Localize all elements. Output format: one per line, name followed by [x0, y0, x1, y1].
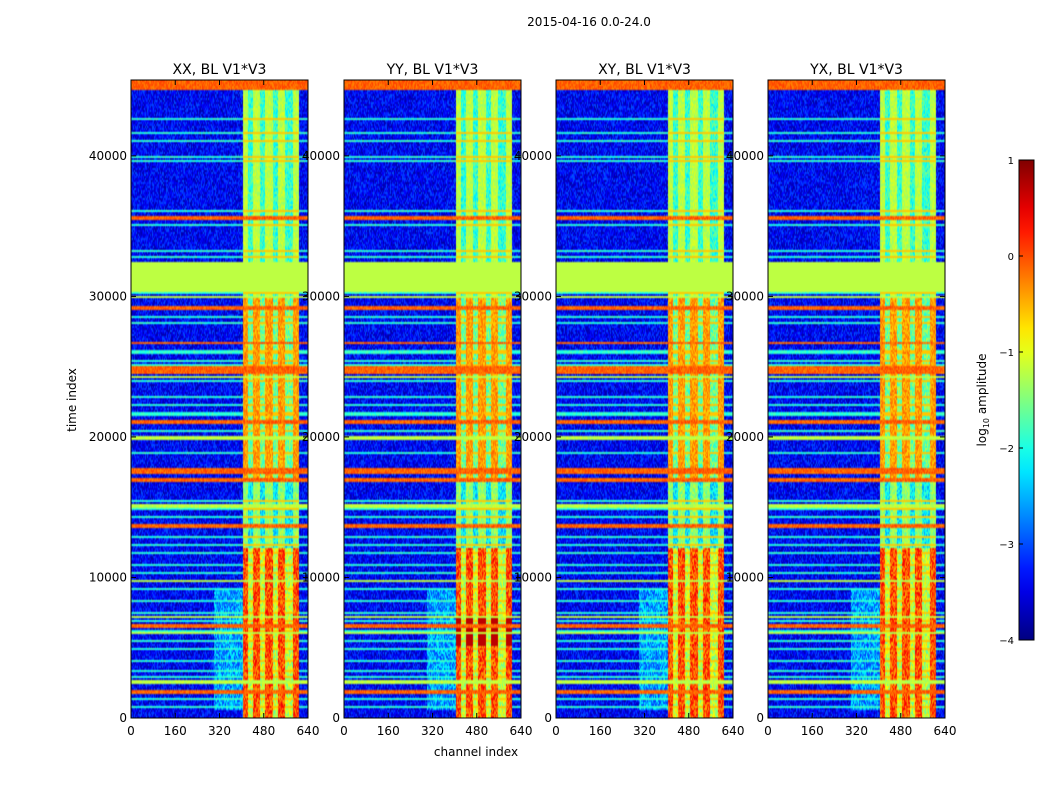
- x-tick-label: 640: [510, 724, 533, 738]
- panel-title: XX, BL V1*V3: [173, 62, 267, 78]
- y-tick-label: 30000: [89, 289, 127, 303]
- colorbar-tick-label: 0: [1008, 252, 1014, 263]
- y-tick-label: 40000: [302, 149, 340, 163]
- y-tick-label: 10000: [726, 570, 764, 584]
- x-axis-label: channel index: [434, 745, 518, 759]
- panel-2: YY, BL V1*V3 0 160 320 480 640 0 10000 20000 3000…: [302, 62, 533, 738]
- x-tick-label: 0: [552, 724, 560, 738]
- y-tick-label: 0: [332, 711, 340, 725]
- colorbar-tick-label: 1: [1008, 156, 1014, 167]
- y-tick-label: 30000: [514, 289, 552, 303]
- colorbar-tick-label: −4: [999, 636, 1014, 647]
- x-tick-label: 320: [845, 724, 868, 738]
- panel-3: XY, BL V1*V3 0 160 320 480 640 0 10000 20000 3000…: [514, 62, 745, 738]
- x-tick-label: 320: [633, 724, 656, 738]
- x-tick-label: 480: [677, 724, 700, 738]
- figure-suptitle: 2015-04-16 0.0-24.0: [527, 15, 651, 29]
- x-tick-label: 0: [764, 724, 772, 738]
- x-tick-label: 640: [934, 724, 957, 738]
- heatmap-image: [768, 80, 945, 718]
- panel-title: YY, BL V1*V3: [386, 62, 479, 78]
- x-tick-label: 160: [377, 724, 400, 738]
- colorbar-tick-label: −2: [999, 444, 1014, 455]
- x-tick-label: 0: [340, 724, 348, 738]
- x-tick-label: 0: [127, 724, 135, 738]
- y-tick-label: 30000: [302, 289, 340, 303]
- x-tick-label: 480: [252, 724, 275, 738]
- y-tick-label: 10000: [514, 570, 552, 584]
- y-tick-label: 40000: [726, 149, 764, 163]
- x-tick-label: 640: [297, 724, 320, 738]
- colorbar-label: log10 amplitude: [975, 354, 991, 447]
- y-tick-label: 20000: [89, 430, 127, 444]
- x-tick-label: 320: [421, 724, 444, 738]
- x-tick-label: 480: [465, 724, 488, 738]
- panel-1: XX, BL V1*V3 0 160 320 480 640 0 10000 20000 3000…: [89, 62, 320, 738]
- y-tick-label: 20000: [514, 430, 552, 444]
- y-tick-label: 30000: [726, 289, 764, 303]
- heatmap-image: [131, 80, 308, 718]
- colorbar-gradient: [1018, 159, 1035, 641]
- y-tick-label: 20000: [302, 430, 340, 444]
- heatmap-image: [344, 80, 521, 718]
- y-tick-label: 40000: [514, 149, 552, 163]
- x-tick-label: 160: [801, 724, 824, 738]
- colorbar-tick-label: −3: [999, 540, 1014, 551]
- y-tick-label: 20000: [726, 430, 764, 444]
- x-tick-label: 160: [589, 724, 612, 738]
- panels: XX, BL V1*V3 0 160 320 480 640 0 10000 20000 3000…: [89, 62, 957, 738]
- y-tick-label: 0: [544, 711, 552, 725]
- heatmap-image: [556, 80, 733, 718]
- y-tick-label: 40000: [89, 149, 127, 163]
- colorbar: 1 0 −1 −2 −3 −4 log10 amplitude: [975, 156, 1035, 647]
- y-axis-label: time index: [65, 368, 79, 432]
- y-tick-label: 0: [119, 711, 127, 725]
- x-tick-label: 640: [722, 724, 745, 738]
- panel-title: XY, BL V1*V3: [598, 62, 691, 78]
- x-tick-label: 480: [889, 724, 912, 738]
- x-tick-label: 320: [208, 724, 231, 738]
- y-tick-label: 0: [756, 711, 764, 725]
- y-tick-label: 10000: [89, 570, 127, 584]
- x-tick-label: 160: [164, 724, 187, 738]
- colorbar-tick-label: −1: [999, 348, 1014, 359]
- y-tick-label: 10000: [302, 570, 340, 584]
- panel-title: YX, BL V1*V3: [809, 62, 903, 78]
- panel-4: YX, BL V1*V3 0 160 320 480 640 0 10000 20000 3000…: [726, 62, 957, 738]
